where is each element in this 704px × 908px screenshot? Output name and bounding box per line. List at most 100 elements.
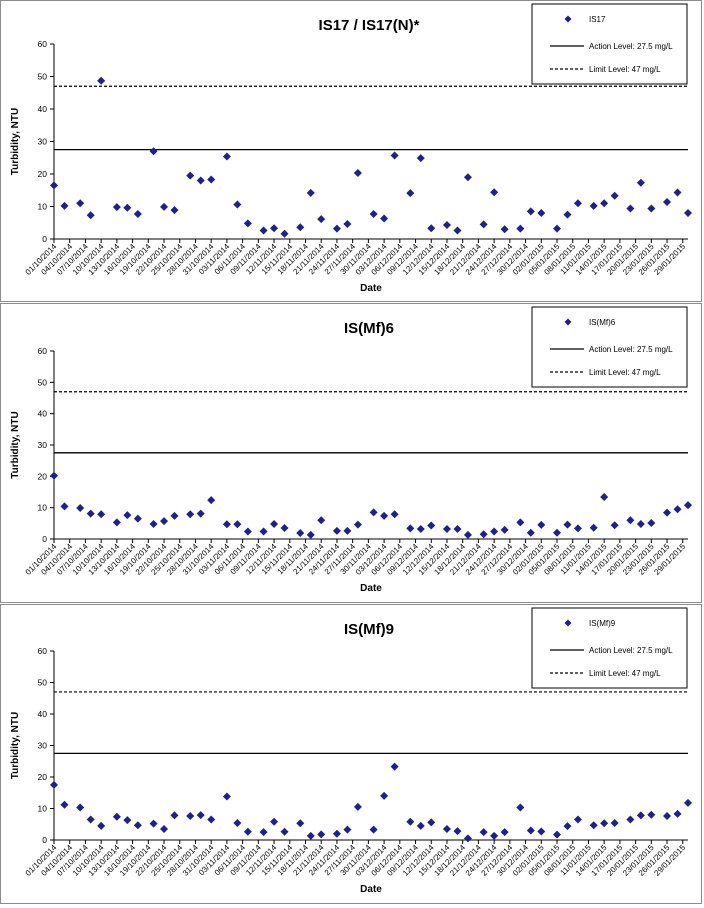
data-point — [280, 524, 289, 533]
data-point — [317, 516, 326, 525]
y-tick-label: 40 — [38, 104, 48, 114]
data-point — [233, 520, 242, 529]
y-tick-label: 50 — [38, 678, 48, 688]
data-point — [133, 514, 142, 523]
data-point — [673, 809, 682, 818]
data-point — [343, 526, 352, 535]
data-point — [663, 508, 672, 517]
data-point — [270, 519, 279, 528]
data-point — [636, 811, 645, 820]
y-tick-label: 40 — [38, 409, 48, 419]
data-point — [684, 501, 692, 510]
data-point — [86, 815, 95, 824]
data-point — [259, 828, 268, 837]
data-point — [416, 524, 425, 533]
y-axis-label: Turbidity, NTU — [10, 712, 21, 779]
data-point — [479, 220, 488, 229]
data-point — [160, 824, 169, 833]
data-point — [317, 830, 326, 839]
data-point — [296, 223, 305, 232]
data-point — [196, 811, 205, 820]
data-point — [207, 175, 216, 184]
data-point — [50, 181, 58, 190]
y-axis-label: Turbidity, NTU — [10, 108, 21, 175]
data-point — [490, 831, 499, 840]
legend-marker — [564, 15, 572, 23]
y-axis-label: Turbidity, NTU — [10, 411, 21, 478]
data-point — [636, 519, 645, 528]
chart-panel-is17: IS17 / IS17(N)* 0 10 20 30 40 50 60 01/10/2014 04… — [0, 0, 702, 302]
data-point — [86, 211, 95, 220]
y-tick-label: 30 — [38, 440, 48, 450]
data-point — [453, 827, 462, 836]
y-tick-label: 50 — [38, 377, 48, 387]
y-tick-label: 60 — [38, 346, 48, 356]
data-point — [369, 508, 378, 517]
data-point — [380, 511, 389, 520]
data-point — [97, 821, 106, 830]
legend-series-label: IS17 — [589, 15, 606, 24]
data-point — [626, 516, 635, 525]
data-point — [160, 202, 169, 211]
data-point — [343, 220, 352, 229]
data-point — [573, 815, 582, 824]
data-point — [490, 188, 499, 197]
data-point — [516, 518, 525, 527]
data-point — [553, 830, 562, 839]
y-tick-label: 60 — [38, 39, 48, 49]
data-point — [573, 199, 582, 208]
data-point — [332, 829, 341, 838]
data-point — [280, 827, 289, 836]
data-point — [537, 827, 546, 836]
y-tick-label: 10 — [38, 503, 48, 513]
chart-svg-is17: IS17 / IS17(N)*010203040506001/10/201404… — [10, 3, 692, 294]
chart-title: IS(Mf)9 — [344, 621, 394, 638]
data-point — [170, 206, 179, 215]
data-point — [453, 226, 462, 235]
data-point — [369, 209, 378, 218]
data-point — [442, 221, 451, 230]
chart-title: IS(Mf)6 — [344, 320, 394, 337]
data-point — [123, 816, 132, 825]
y-tick-label: 50 — [38, 72, 48, 82]
data-point — [610, 521, 619, 530]
data-point — [186, 171, 195, 180]
legend-marker — [564, 619, 572, 627]
data-point — [647, 810, 656, 819]
data-point — [123, 511, 132, 520]
legend-action-label: Action Level: 27.5 mg/L — [589, 42, 673, 51]
data-point — [243, 827, 252, 836]
data-point — [170, 811, 179, 820]
data-point — [112, 518, 121, 527]
y-tick-label: 20 — [38, 471, 48, 481]
y-tick-label: 20 — [38, 772, 48, 782]
y-tick-label: 0 — [42, 234, 47, 244]
data-point — [390, 762, 399, 771]
data-point — [196, 509, 205, 518]
chart-panel-ismf9: IS(Mf)9 0 10 20 30 40 50 60 01/10/2014 04/10/2014… — [0, 604, 702, 904]
data-point — [170, 511, 179, 520]
data-point — [463, 173, 472, 182]
legend-series-label: IS(Mf)9 — [589, 619, 616, 628]
data-point — [553, 528, 562, 537]
data-point — [427, 521, 436, 530]
y-tick-label: 30 — [38, 741, 48, 751]
data-point — [600, 199, 609, 208]
data-point — [500, 225, 509, 234]
data-point — [537, 209, 546, 217]
data-point — [390, 510, 399, 519]
data-point — [647, 204, 656, 213]
chart-title: IS17 / IS17(N)* — [319, 17, 420, 34]
data-point — [97, 510, 106, 519]
y-tick-label: 0 — [42, 835, 47, 845]
data-point — [76, 503, 85, 512]
data-point — [280, 229, 289, 238]
data-point — [207, 496, 216, 505]
data-point — [270, 224, 279, 233]
legend-action-label: Action Level: 27.5 mg/L — [589, 646, 673, 655]
data-point — [479, 530, 488, 539]
data-point — [416, 154, 425, 163]
data-point — [636, 178, 645, 187]
data-point — [416, 821, 425, 830]
data-point — [353, 520, 362, 529]
